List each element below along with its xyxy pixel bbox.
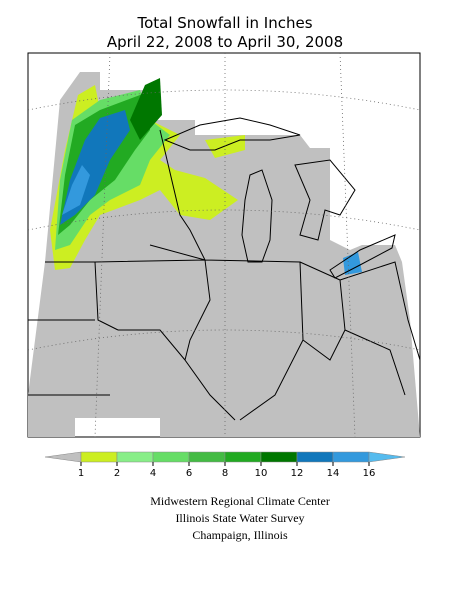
tick-label: 2 bbox=[114, 468, 120, 479]
colorbar: 1 2 4 6 8 10 12 14 16 bbox=[44, 451, 406, 479]
color-swatch bbox=[116, 451, 154, 463]
tick-label: 4 bbox=[150, 468, 156, 479]
credit-line: Midwestern Regional Climate Center bbox=[150, 494, 330, 508]
color-swatch bbox=[368, 451, 406, 463]
lake-michigan bbox=[241, 169, 273, 263]
credits: Midwestern Regional Climate Center Illino… bbox=[150, 494, 330, 542]
color-swatch bbox=[152, 451, 190, 463]
color-swatch bbox=[44, 451, 82, 463]
snow-10-12 bbox=[130, 78, 162, 140]
tick-label: 16 bbox=[363, 468, 376, 479]
color-swatch bbox=[80, 451, 118, 463]
title-line: April 22, 2008 to April 30, 2008 bbox=[107, 33, 343, 51]
lake-huron bbox=[294, 159, 356, 241]
color-swatch bbox=[260, 451, 298, 463]
color-swatch bbox=[296, 451, 334, 463]
credit-line: Champaign, Illinois bbox=[192, 528, 288, 542]
map bbox=[27, 52, 421, 438]
tick-label: 6 bbox=[186, 468, 192, 479]
tick-label: 1 bbox=[78, 468, 84, 479]
graticule bbox=[27, 52, 421, 438]
tick-label: 14 bbox=[327, 468, 340, 479]
state-lines bbox=[28, 129, 421, 421]
title-line: Total Snowfall in Inches bbox=[136, 14, 312, 32]
color-swatch bbox=[224, 451, 262, 463]
tick-label: 12 bbox=[291, 468, 304, 479]
color-swatch bbox=[332, 451, 370, 463]
tick-label: 8 bbox=[222, 468, 228, 479]
color-swatch bbox=[188, 451, 226, 463]
lake-superior bbox=[163, 117, 301, 151]
tick-label: 10 bbox=[255, 468, 268, 479]
credit-line: Illinois State Water Survey bbox=[175, 511, 304, 525]
